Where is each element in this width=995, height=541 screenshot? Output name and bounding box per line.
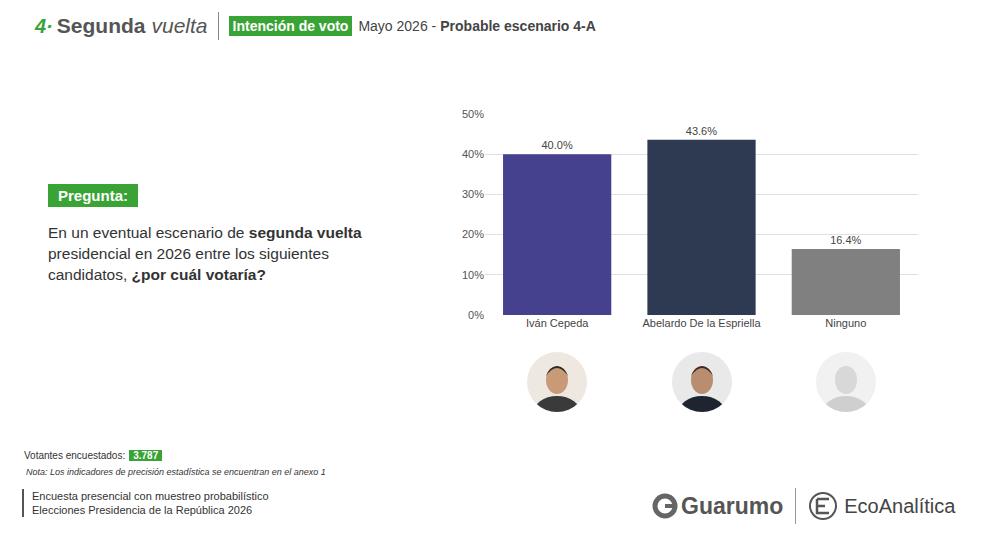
svg-text:43.6%: 43.6%: [686, 125, 717, 137]
svg-text:10%: 10%: [462, 269, 484, 281]
svg-text:40%: 40%: [462, 148, 484, 160]
svg-text:Abelardo De la Espriella: Abelardo De la Espriella: [642, 317, 761, 329]
svg-text:Iván Cepeda: Iván Cepeda: [526, 317, 589, 329]
html-text:EcoAnalítica: EcoAnalítica: [844, 494, 956, 517]
svg-text:0%: 0%: [468, 309, 484, 321]
html-text:Pregunta:: Pregunta:: [58, 187, 128, 204]
svg-text:20%: 20%: [462, 228, 484, 240]
html-text:Elecciones Presidencia de la R: Elecciones Presidencia de la República 2…: [32, 504, 253, 516]
html-text:Nota: Los indicadores de preci: Nota: Los indicadores de precisión estad…: [26, 467, 326, 477]
html-text:Votantes encuestados:: Votantes encuestados:: [24, 450, 126, 461]
svg-text:50%: 50%: [462, 108, 484, 120]
html-text:Mayo 2026 - Probable escenario: Mayo 2026 - Probable escenario 4-A: [358, 18, 596, 34]
html-text:3.787: 3.787: [133, 450, 159, 461]
html-text:Encuesta presencial con muestr: Encuesta presencial con muestreo probabi…: [32, 490, 269, 502]
svg-text:30%: 30%: [462, 188, 484, 200]
html-text:En un eventual escenario de se: En un eventual escenario de segunda vuel…: [48, 224, 362, 241]
html-text:Intención de voto: Intención de voto: [232, 18, 349, 34]
svg-text:40.0%: 40.0%: [541, 139, 572, 151]
html-text:4· Segunda vuelta: 4· Segunda vuelta: [35, 14, 208, 37]
html-text:presidencial en 2026 entre los: presidencial en 2026 entre los siguiente…: [48, 245, 329, 283]
svg-text:16.4%: 16.4%: [830, 234, 861, 246]
svg-text:Ninguno: Ninguno: [825, 317, 866, 329]
html-text:Guarumo: Guarumo: [681, 492, 784, 519]
